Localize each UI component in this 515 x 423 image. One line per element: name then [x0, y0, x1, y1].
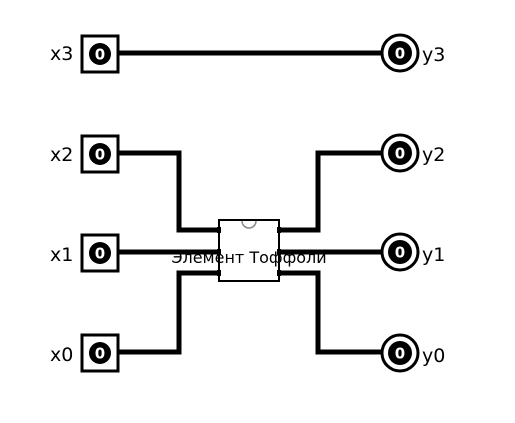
input-label: x2 — [50, 144, 73, 166]
output-led-icon — [388, 41, 412, 65]
input-value: 0 — [95, 345, 105, 363]
output-led-icon — [388, 341, 412, 365]
output-y0: 0 y0 — [380, 333, 445, 373]
output-y3: 0 y3 — [380, 33, 445, 73]
output-value: 0 — [395, 145, 405, 163]
output-value: 0 — [395, 45, 405, 63]
wire-gate-y0 — [275, 270, 385, 355]
output-label: y2 — [422, 144, 445, 166]
input-value: 0 — [95, 245, 105, 263]
output-led-icon — [388, 141, 412, 165]
input-value: 0 — [95, 46, 105, 64]
input-x0[interactable]: x0 0 — [50, 333, 120, 373]
wire-gate-y2 — [275, 150, 385, 233]
input-led-icon — [89, 143, 111, 165]
gate-notch-icon — [241, 220, 257, 229]
wire-x2-gate — [116, 150, 223, 233]
output-label: y0 — [422, 345, 445, 367]
input-x2[interactable]: x2 0 — [50, 134, 120, 174]
output-value: 0 — [395, 345, 405, 363]
gate-label: Элемент Тоффоли — [171, 248, 326, 267]
input-led-icon — [89, 43, 111, 65]
input-label: x3 — [50, 43, 73, 65]
output-y2: 0 y2 — [380, 133, 445, 173]
input-label: x1 — [50, 244, 73, 266]
output-y1: 0 y1 — [380, 232, 445, 272]
wires — [116, 50, 385, 355]
output-label: y3 — [422, 44, 445, 66]
input-led-icon — [89, 242, 111, 264]
wire-x0-gate — [116, 270, 223, 355]
input-label: x0 — [50, 344, 73, 366]
toffoli-gate[interactable]: Элемент Тоффоли — [171, 219, 327, 282]
input-x3[interactable]: x3 0 — [50, 34, 120, 74]
gate-pins — [217, 227, 281, 276]
output-led-icon — [388, 240, 412, 264]
input-led-icon — [89, 342, 111, 364]
output-value: 0 — [395, 244, 405, 262]
output-label: y1 — [422, 244, 445, 266]
input-value: 0 — [95, 146, 105, 164]
gate-body[interactable] — [218, 219, 280, 282]
input-x1[interactable]: x1 0 — [50, 233, 120, 273]
